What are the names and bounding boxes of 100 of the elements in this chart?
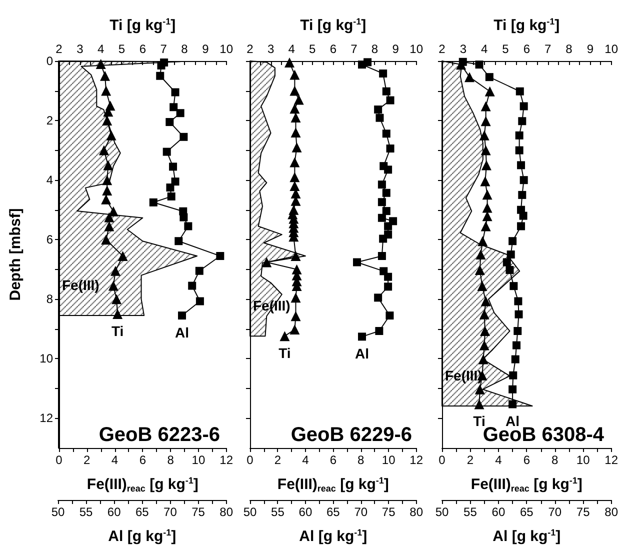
point <box>520 102 528 110</box>
x-tick-label: 6 <box>330 453 337 467</box>
y-tick-label: 12 <box>40 411 54 426</box>
x-tick-label: 60 <box>298 505 312 519</box>
x-tick-label: 50 <box>243 505 257 519</box>
point <box>512 341 521 350</box>
x-tick-label: 4 <box>111 453 118 467</box>
point <box>358 60 366 69</box>
y-tick-label: 4 <box>46 173 54 188</box>
x-tick-label: 75 <box>576 505 590 519</box>
point <box>520 176 528 184</box>
y-axis-title: Depth [mbsf] <box>7 208 24 301</box>
x2-tick-label: 5 <box>502 42 510 56</box>
x2-tick-label: 10 <box>410 42 424 56</box>
point <box>511 355 520 364</box>
point <box>174 237 183 246</box>
point <box>510 282 518 290</box>
x2-tick-label: 6 <box>523 42 530 56</box>
point <box>508 385 517 394</box>
point <box>382 87 390 96</box>
x-tick-label: 10 <box>382 453 396 467</box>
x2-tick-label: 3 <box>267 42 274 56</box>
x-tick-label: 75 <box>382 505 396 519</box>
annotation: Fe(III) <box>62 276 100 293</box>
x-tick-label: 80 <box>220 505 234 519</box>
point <box>353 258 362 266</box>
annotation: Ti <box>473 413 486 430</box>
point <box>519 212 528 220</box>
point <box>156 72 164 80</box>
point <box>216 252 224 260</box>
x-tick-label: 8 <box>358 453 365 467</box>
x2-tick-label: 10 <box>604 42 618 56</box>
x-tick-label: 70 <box>354 505 368 519</box>
point <box>382 188 390 197</box>
point <box>176 109 184 118</box>
x-tick-label: 8 <box>552 453 559 467</box>
x-tick-label: 65 <box>520 505 534 519</box>
point <box>386 96 394 104</box>
x-tick-label: 65 <box>326 505 340 519</box>
x-tick-label: 65 <box>135 505 150 519</box>
point <box>386 312 394 320</box>
point <box>518 117 526 126</box>
x2-tick-label: 7 <box>350 42 358 56</box>
x-tick-label: 55 <box>79 505 94 519</box>
point <box>374 294 382 302</box>
point <box>167 192 176 200</box>
point <box>171 88 180 96</box>
x-tick-label: 8 <box>167 453 174 467</box>
point <box>376 114 384 122</box>
x2-tick-label: 8 <box>566 42 573 56</box>
x2-tick-label: 2 <box>56 42 63 56</box>
x-tick-label: 60 <box>492 505 506 519</box>
x-tick-label: 50 <box>435 505 449 519</box>
x2-tick-label: 2 <box>246 42 254 56</box>
y-tick-label: 10 <box>40 352 54 366</box>
point <box>375 327 384 336</box>
y-tick-label: 8 <box>46 292 54 306</box>
point <box>157 61 166 70</box>
point <box>485 73 494 82</box>
x-tick-label: 55 <box>271 505 285 519</box>
point <box>458 58 467 66</box>
point <box>514 327 522 336</box>
point <box>378 180 386 189</box>
point <box>514 297 522 306</box>
x-tick-label: 0 <box>438 453 446 467</box>
point <box>166 118 174 126</box>
x-tick-label: 60 <box>107 505 122 519</box>
x2-tick-label: 7 <box>160 42 168 56</box>
x-tick-label: 0 <box>56 453 63 467</box>
x2-tick-label: 6 <box>139 42 146 56</box>
point <box>358 332 366 341</box>
x-tick-label: 0 <box>246 453 254 467</box>
x-tick-label: 80 <box>604 505 618 519</box>
x-tick-label: 70 <box>548 505 562 519</box>
x2-tick-label: 4 <box>97 42 104 56</box>
x-tick-label: 80 <box>410 505 424 519</box>
point <box>518 190 526 199</box>
point <box>515 146 524 154</box>
x2-tick-label: 8 <box>371 42 378 56</box>
y-tick-label: 2 <box>46 114 54 128</box>
y-tick-label: 6 <box>46 232 54 247</box>
x-tick-label: 10 <box>192 453 206 467</box>
point <box>515 131 524 140</box>
x-tick-label: 10 <box>576 453 590 467</box>
point <box>166 184 174 192</box>
point <box>149 198 158 206</box>
point <box>162 148 171 156</box>
point <box>384 222 392 230</box>
x-tick-label: 55 <box>464 505 478 519</box>
point <box>506 250 515 258</box>
point <box>378 252 386 260</box>
x-tick-label: 12 <box>410 453 424 467</box>
point <box>384 282 392 291</box>
x-tick-label: 2 <box>274 453 282 467</box>
annotation: Al <box>506 413 520 430</box>
point <box>386 144 394 153</box>
point <box>502 258 511 266</box>
point <box>188 282 196 290</box>
text: GeoB 6223-6 <box>98 424 220 446</box>
x2-tick-label: 3 <box>460 42 467 56</box>
